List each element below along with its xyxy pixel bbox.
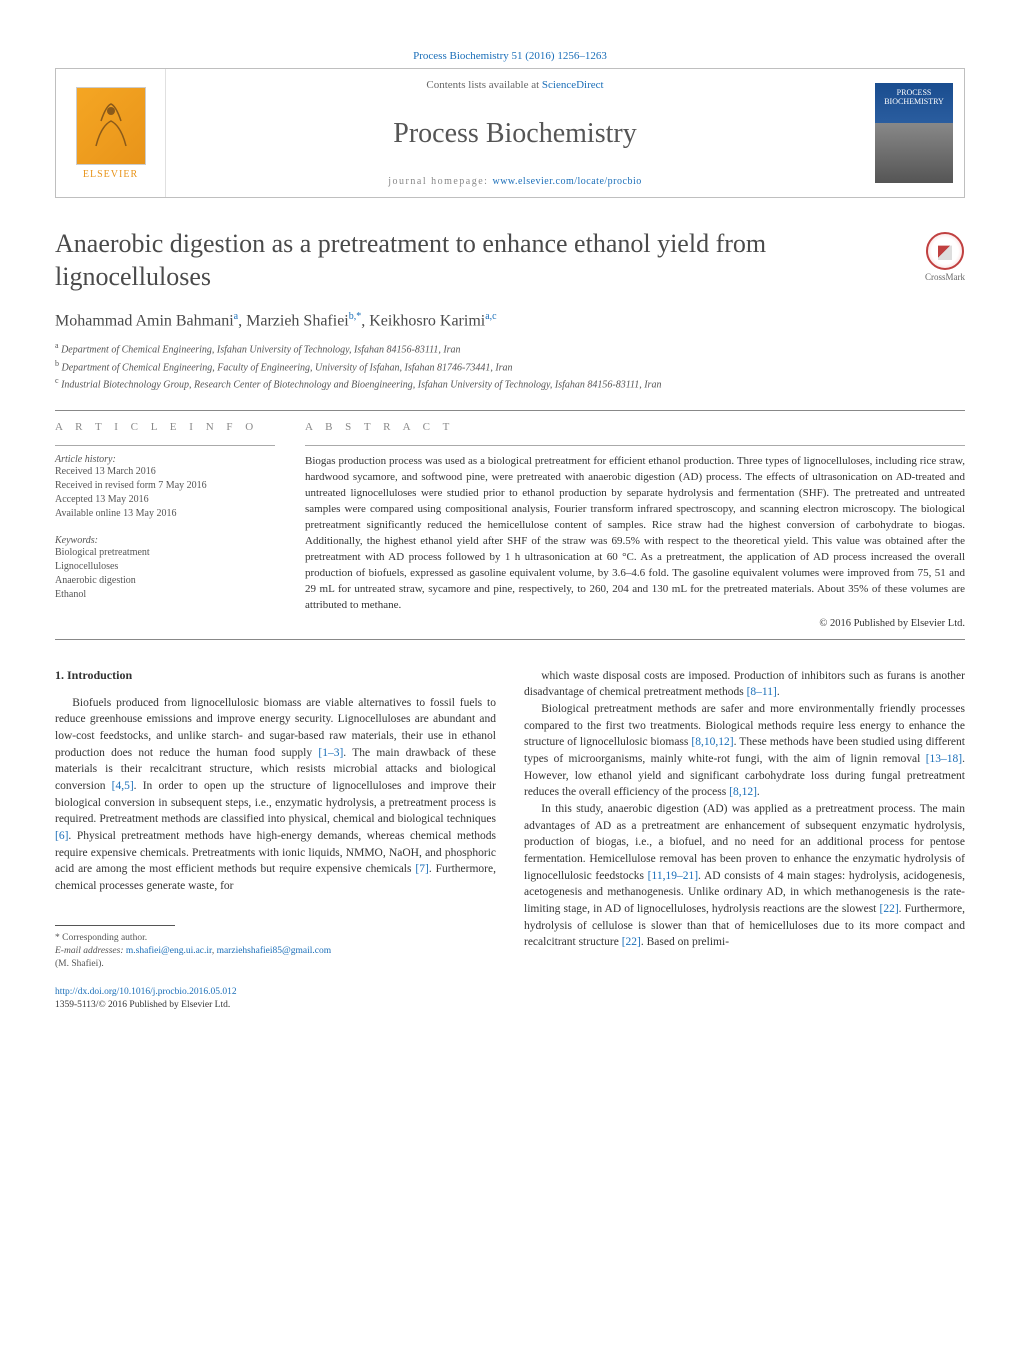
author-name-paren: (M. Shafiei).	[55, 958, 496, 971]
abstract-heading: a b s t r a c t	[305, 421, 965, 433]
keywords-label: Keywords:	[55, 535, 275, 546]
body-paragraph: Biological pretreatment methods are safe…	[524, 701, 965, 801]
sciencedirect-link[interactable]: ScienceDirect	[542, 79, 604, 91]
citation-link[interactable]: [8,10,12]	[691, 736, 733, 748]
citation-link[interactable]: [8,12]	[729, 786, 757, 798]
history-item: Received 13 March 2016	[55, 465, 275, 479]
authors-line: Mohammad Amin Bahmania, Marzieh Shafieib…	[55, 311, 965, 330]
citation-link[interactable]: [22]	[622, 936, 641, 948]
history-item: Received in revised form 7 May 2016	[55, 479, 275, 493]
publisher-name: ELSEVIER	[83, 169, 138, 180]
divider	[55, 410, 965, 411]
journal-cover-title: PROCESS BIOCHEMISTRY	[879, 89, 949, 107]
citation-link[interactable]: [11,19–21]	[648, 870, 698, 882]
journal-cover-block: PROCESS BIOCHEMISTRY	[864, 69, 964, 197]
corresponding-author-footnote: * Corresponding author. E-mail addresses…	[55, 932, 496, 972]
citation-link[interactable]: [22]	[879, 903, 898, 915]
citation-link[interactable]: [1–3]	[318, 747, 343, 759]
doi-link[interactable]: http://dx.doi.org/10.1016/j.procbio.2016…	[55, 987, 237, 997]
article-info-column: a r t i c l e i n f o Article history: R…	[55, 421, 275, 628]
body-paragraph: which waste disposal costs are imposed. …	[524, 668, 965, 701]
citation-link[interactable]: [4,5]	[112, 780, 134, 792]
issn-copyright-line: 1359-5113/© 2016 Published by Elsevier L…	[55, 1000, 230, 1010]
abstract-column: a b s t r a c t Biogas production proces…	[305, 421, 965, 628]
article-title: Anaerobic digestion as a pretreatment to…	[55, 228, 965, 293]
affiliations: a Department of Chemical Engineering, Is…	[55, 340, 965, 392]
doi-block: http://dx.doi.org/10.1016/j.procbio.2016…	[55, 986, 496, 1013]
info-divider	[55, 445, 275, 446]
abstract-text: Biogas production process was used as a …	[305, 454, 965, 613]
crossmark-badge[interactable]: CrossMark	[925, 232, 965, 282]
body-column-left: 1. Introduction Biofuels produced from l…	[55, 668, 496, 1013]
history-item: Accepted 13 May 2016	[55, 493, 275, 507]
history-item: Available online 13 May 2016	[55, 507, 275, 521]
body-paragraph: Biofuels produced from lignocellulosic b…	[55, 695, 496, 895]
divider	[55, 639, 965, 640]
affiliation-line: b Department of Chemical Engineering, Fa…	[55, 358, 965, 375]
journal-masthead: ELSEVIER Contents lists available at Sci…	[55, 68, 965, 198]
journal-cover-icon: PROCESS BIOCHEMISTRY	[875, 83, 953, 183]
journal-reference: Process Biochemistry 51 (2016) 1256–1263	[55, 50, 965, 62]
author-email-link[interactable]: m.shafiei@eng.ui.ac.ir	[126, 946, 212, 956]
citation-link[interactable]: [6]	[55, 830, 68, 842]
body-column-right: which waste disposal costs are imposed. …	[524, 668, 965, 1013]
citation-link[interactable]: [8–11]	[747, 686, 777, 698]
citation-link[interactable]: [13–18]	[926, 753, 962, 765]
journal-name: Process Biochemistry	[393, 118, 636, 150]
publisher-block: ELSEVIER	[56, 69, 166, 197]
crossmark-icon	[926, 232, 964, 270]
section-heading: 1. Introduction	[55, 668, 496, 683]
abstract-copyright: © 2016 Published by Elsevier Ltd.	[305, 618, 965, 629]
corresponding-author-label: * Corresponding author.	[55, 932, 496, 945]
footnote-divider	[55, 925, 175, 926]
contents-prefix: Contents lists available at	[426, 79, 541, 91]
keyword-item: Ethanol	[55, 588, 275, 602]
contents-available-line: Contents lists available at ScienceDirec…	[426, 79, 603, 91]
journal-homepage-line: journal homepage: www.elsevier.com/locat…	[388, 176, 641, 187]
author-email-link[interactable]: marziehshafiei85@gmail.com	[217, 946, 332, 956]
article-history-label: Article history:	[55, 454, 275, 465]
body-paragraph: In this study, anaerobic digestion (AD) …	[524, 801, 965, 951]
journal-homepage-link[interactable]: www.elsevier.com/locate/procbio	[492, 176, 641, 187]
crossmark-label: CrossMark	[925, 272, 965, 282]
publisher-logo-icon	[76, 87, 146, 165]
masthead-center: Contents lists available at ScienceDirec…	[166, 69, 864, 197]
email-label: E-mail addresses:	[55, 946, 126, 956]
affiliation-line: a Department of Chemical Engineering, Is…	[55, 340, 965, 357]
article-info-heading: a r t i c l e i n f o	[55, 421, 275, 433]
citation-link[interactable]: [7]	[415, 863, 428, 875]
abstract-divider	[305, 445, 965, 446]
homepage-prefix: journal homepage:	[388, 176, 492, 187]
keyword-item: Biological pretreatment	[55, 546, 275, 560]
keyword-item: Lignocelluloses	[55, 560, 275, 574]
affiliation-line: c Industrial Biotechnology Group, Resear…	[55, 375, 965, 392]
keyword-item: Anaerobic digestion	[55, 574, 275, 588]
